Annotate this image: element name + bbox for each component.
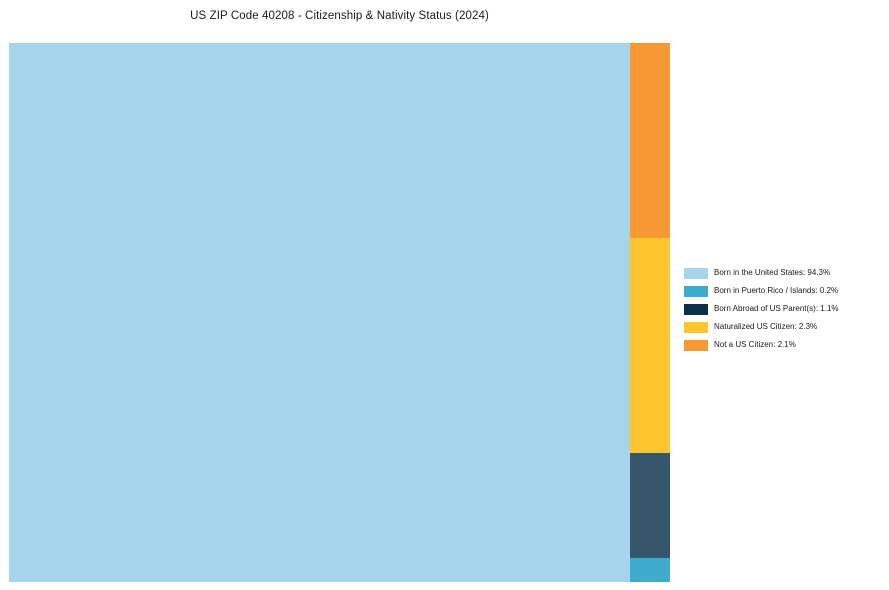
legend-item-label: Naturalized US Citizen: 2.3% bbox=[714, 322, 818, 331]
legend-item[interactable]: Naturalized US Citizen: 2.3% bbox=[684, 318, 880, 336]
treemap-tile[interactable]: Born in Puerto Rico / Islands bbox=[630, 558, 670, 582]
legend-item[interactable]: Born in the United States: 94.3% bbox=[684, 264, 880, 282]
legend-color-swatch bbox=[684, 339, 708, 351]
legend-item[interactable]: Born in Puerto Rico / Islands: 0.2% bbox=[684, 282, 880, 300]
legend-color-swatch bbox=[684, 285, 708, 297]
legend-item-label: Born Abroad of US Parent(s): 1.1% bbox=[714, 304, 839, 313]
legend-item[interactable]: Born Abroad of US Parent(s): 1.1% bbox=[684, 300, 880, 318]
treemap-tile[interactable]: Born Abroad of US Parent(s) bbox=[630, 453, 670, 558]
treemap-plot-area: Born in the United StatesNot a US Citize… bbox=[9, 43, 670, 582]
treemap-tile[interactable]: Naturalized US Citizen bbox=[630, 238, 670, 453]
legend-color-swatch bbox=[684, 267, 708, 279]
treemap-tile[interactable]: Not a US Citizen bbox=[630, 43, 670, 238]
legend-color-swatch bbox=[684, 321, 708, 333]
legend-item[interactable]: Not a US Citizen: 2.1% bbox=[684, 336, 880, 354]
treemap-tile[interactable]: Born in the United States bbox=[9, 43, 630, 582]
legend-item-label: Born in Puerto Rico / Islands: 0.2% bbox=[714, 286, 839, 295]
page-title: US ZIP Code 40208 - Citizenship & Nativi… bbox=[190, 10, 489, 22]
chart-legend: Born in the United States: 94.3% Born in … bbox=[684, 264, 880, 354]
legend-item-label: Not a US Citizen: 2.1% bbox=[714, 340, 796, 349]
legend-item-label: Born in the United States: 94.3% bbox=[714, 268, 831, 277]
legend-color-swatch bbox=[684, 303, 708, 315]
